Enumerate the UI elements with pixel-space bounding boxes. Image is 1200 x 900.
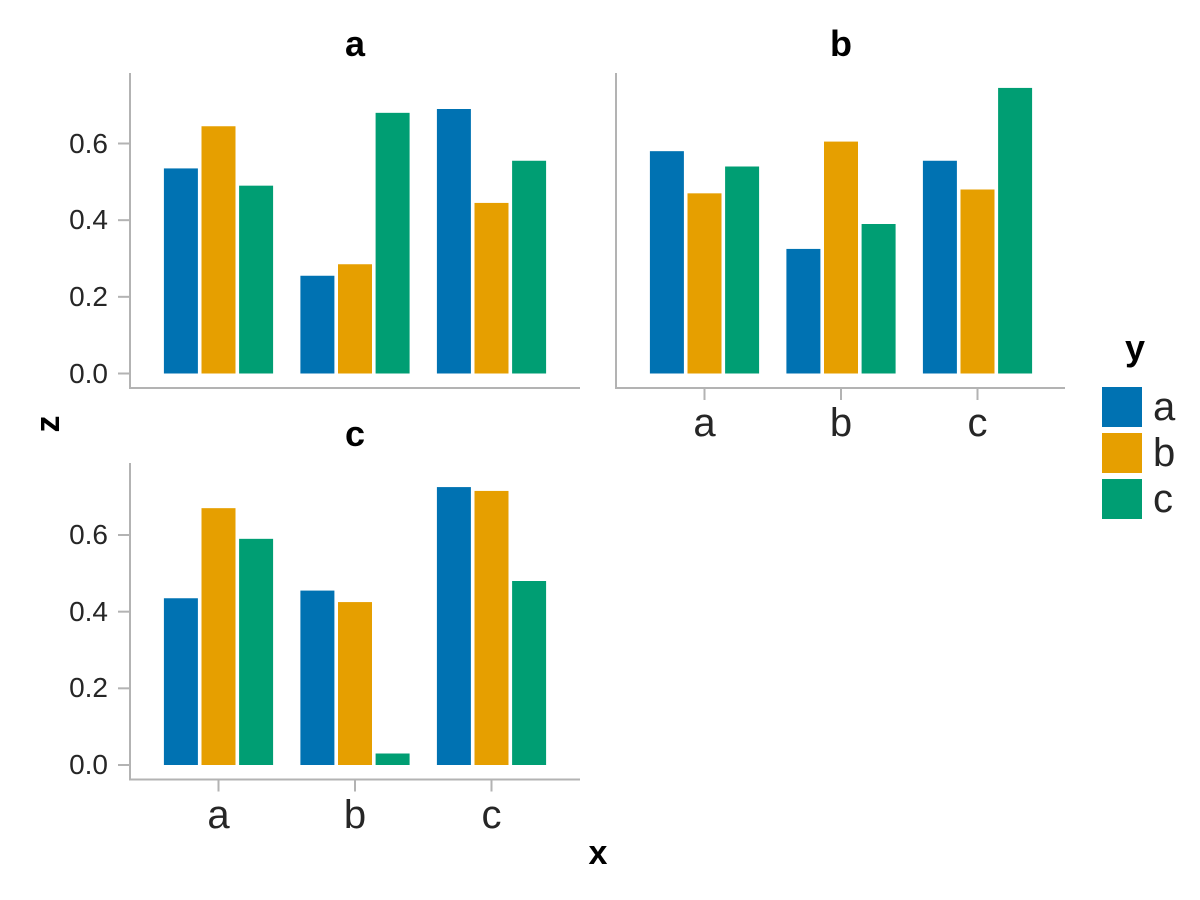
bar-b-a-c [725,166,760,374]
bar-c-b-a [300,590,335,765]
x-tick-label: a [207,792,230,837]
bar-b-b-a [786,248,821,374]
y-tick-label: 0.6 [69,519,108,550]
legend-item-c: c [1102,477,1173,521]
bar-a-b-c [375,112,410,374]
bar-a-c-b [474,202,509,374]
bar-a-c-c [512,160,547,374]
bar-b-b-b [824,141,858,374]
bar-b-b-c [861,224,896,374]
bar-b-c-c [998,87,1033,374]
legend-label: a [1153,385,1176,429]
bar-a-a-b [201,126,236,374]
y-axis-label: z [29,415,67,433]
bar-a-a-a [163,168,198,374]
bar-c-c-b [474,490,509,765]
x-axis-label: x [588,834,608,872]
legend-item-b: b [1102,431,1176,475]
facet-panel-b [615,73,1065,400]
legend-title: y [1124,327,1146,368]
facet-panel-a [118,73,580,389]
bar-c-b-c [375,753,410,765]
bar-c-a-a [163,598,198,765]
bar-b-a-a [649,151,684,374]
x-tick-label: b [829,401,853,445]
bar-c-c-a [436,487,471,765]
legend-swatch-a [1102,387,1142,427]
bar-c-b-b [338,602,372,765]
bar-b-a-b [687,193,722,374]
y-tick-label: 0.2 [69,672,108,704]
x-tick-label: b [343,792,367,837]
y-tick-label: 0.0 [69,357,108,389]
y-tick-label: 0.4 [69,595,108,627]
bar-a-b-a [300,275,335,374]
bar-c-a-b [201,508,236,765]
y-tick-label: 0.2 [69,280,108,312]
bar-c-c-c [512,581,547,765]
bar-c-a-c [239,538,274,765]
bar-b-c-a [922,160,957,374]
facet-title-b: b [830,23,852,64]
y-tick-label: 0.4 [69,204,108,236]
facet-title-a: a [344,23,366,64]
bar-a-b-b [338,264,372,374]
legend-swatch-c [1102,479,1142,519]
facet-title-c: c [344,413,366,454]
y-tick-label: 0.6 [69,127,108,159]
y-tick-label: 0.0 [69,749,108,780]
x-tick-label: c [967,401,988,445]
bar-a-c-a [436,109,471,374]
legend-label: c [1153,477,1173,521]
x-tick-label: c [481,792,502,837]
legend-label: b [1153,431,1176,475]
x-tick-label: a [693,401,716,445]
legend-swatch-b [1102,433,1142,473]
facet-panel-c [118,463,580,792]
legend-item-a: a [1102,385,1176,429]
bar-a-a-c [239,185,274,374]
bar-b-c-b [960,189,995,374]
